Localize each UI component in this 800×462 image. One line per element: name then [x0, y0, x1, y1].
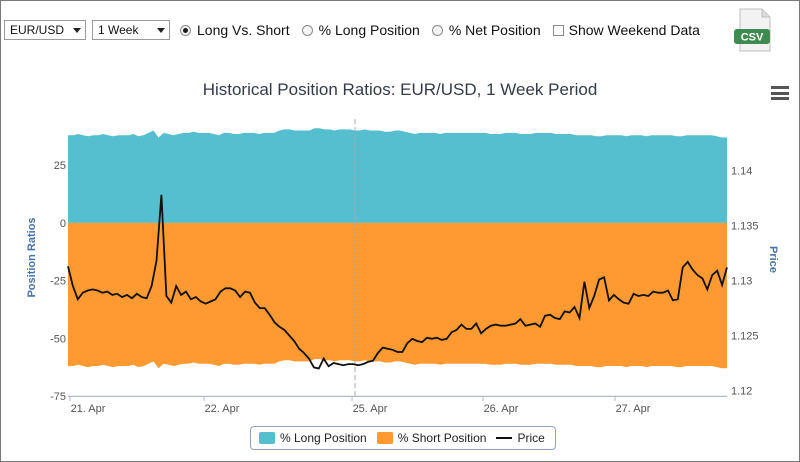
y2-axis-title: Price	[767, 246, 779, 273]
y2-tick-label: 1.12	[731, 386, 752, 398]
legend-label: Price	[517, 431, 545, 445]
legend-item-short[interactable]: % Short Position	[376, 431, 487, 445]
period-select[interactable]: 1 Week	[92, 20, 170, 40]
short-position-area	[68, 222, 727, 369]
legend-swatch	[259, 432, 275, 444]
y2-tick-label: 1.125	[731, 331, 759, 343]
y-tick-label: -50	[50, 333, 66, 345]
weekend-label: Show Weekend Data	[568, 22, 700, 38]
radio-label: % Net Position	[448, 22, 541, 38]
chart-legend: % Long Position % Short Position Price	[250, 426, 556, 450]
y2-tick-label: 1.14	[731, 166, 752, 178]
weekend-checkbox[interactable]	[552, 24, 564, 36]
legend-item-long[interactable]: % Long Position	[259, 431, 367, 445]
csv-label: CSV	[741, 32, 764, 44]
currency-pair-select[interactable]: EUR/USD	[4, 20, 86, 40]
period-value: 1 Week	[98, 23, 139, 37]
csv-download-icon[interactable]: CSV	[730, 7, 776, 53]
currency-pair-value: EUR/USD	[10, 23, 65, 37]
hamburger-menu-icon[interactable]	[771, 86, 789, 100]
y-tick-label: -75	[50, 391, 66, 403]
legend-item-price[interactable]: Price	[496, 431, 545, 445]
radio-long-vs-short[interactable]: Long Vs. Short	[180, 22, 290, 38]
radio-button[interactable]	[431, 24, 443, 36]
radio-label: Long Vs. Short	[197, 22, 290, 38]
chevron-down-icon	[73, 28, 81, 33]
y-tick-label: 25	[54, 160, 66, 172]
chevron-down-icon	[157, 28, 165, 33]
x-tick-label: 25. Apr	[353, 403, 388, 415]
x-tick-label: 27. Apr	[616, 403, 651, 415]
radio-button[interactable]	[301, 24, 313, 36]
radio-net-position[interactable]: % Net Position	[431, 22, 541, 38]
long-position-area	[68, 128, 727, 223]
y2-tick-label: 1.13	[731, 276, 752, 288]
radio-long-position[interactable]: % Long Position	[301, 22, 420, 38]
y2-tick-label: 1.135	[731, 221, 759, 233]
x-tick-label: 22. Apr	[205, 403, 240, 415]
show-weekend-option[interactable]: Show Weekend Data	[552, 22, 700, 38]
y-tick-label: 0	[60, 218, 66, 230]
x-tick-label: 26. Apr	[484, 403, 519, 415]
y-axis-title: Position Ratios	[26, 217, 38, 297]
radio-button-checked[interactable]	[180, 24, 191, 36]
chart-title: Historical Position Ratios: EUR/USD, 1 W…	[202, 80, 598, 99]
legend-label: % Short Position	[397, 431, 487, 445]
radio-label: % Long Position	[318, 22, 420, 38]
legend-swatch	[376, 432, 393, 444]
legend-swatch	[496, 437, 513, 439]
price-line	[67, 194, 728, 370]
chart-toolbar: EUR/USD 1 Week Long Vs. Short % Long Pos…	[4, 18, 700, 42]
legend-label: % Long Position	[280, 431, 367, 445]
x-tick-label: 21. Apr	[71, 403, 106, 415]
y-tick-label: -25	[50, 276, 66, 288]
